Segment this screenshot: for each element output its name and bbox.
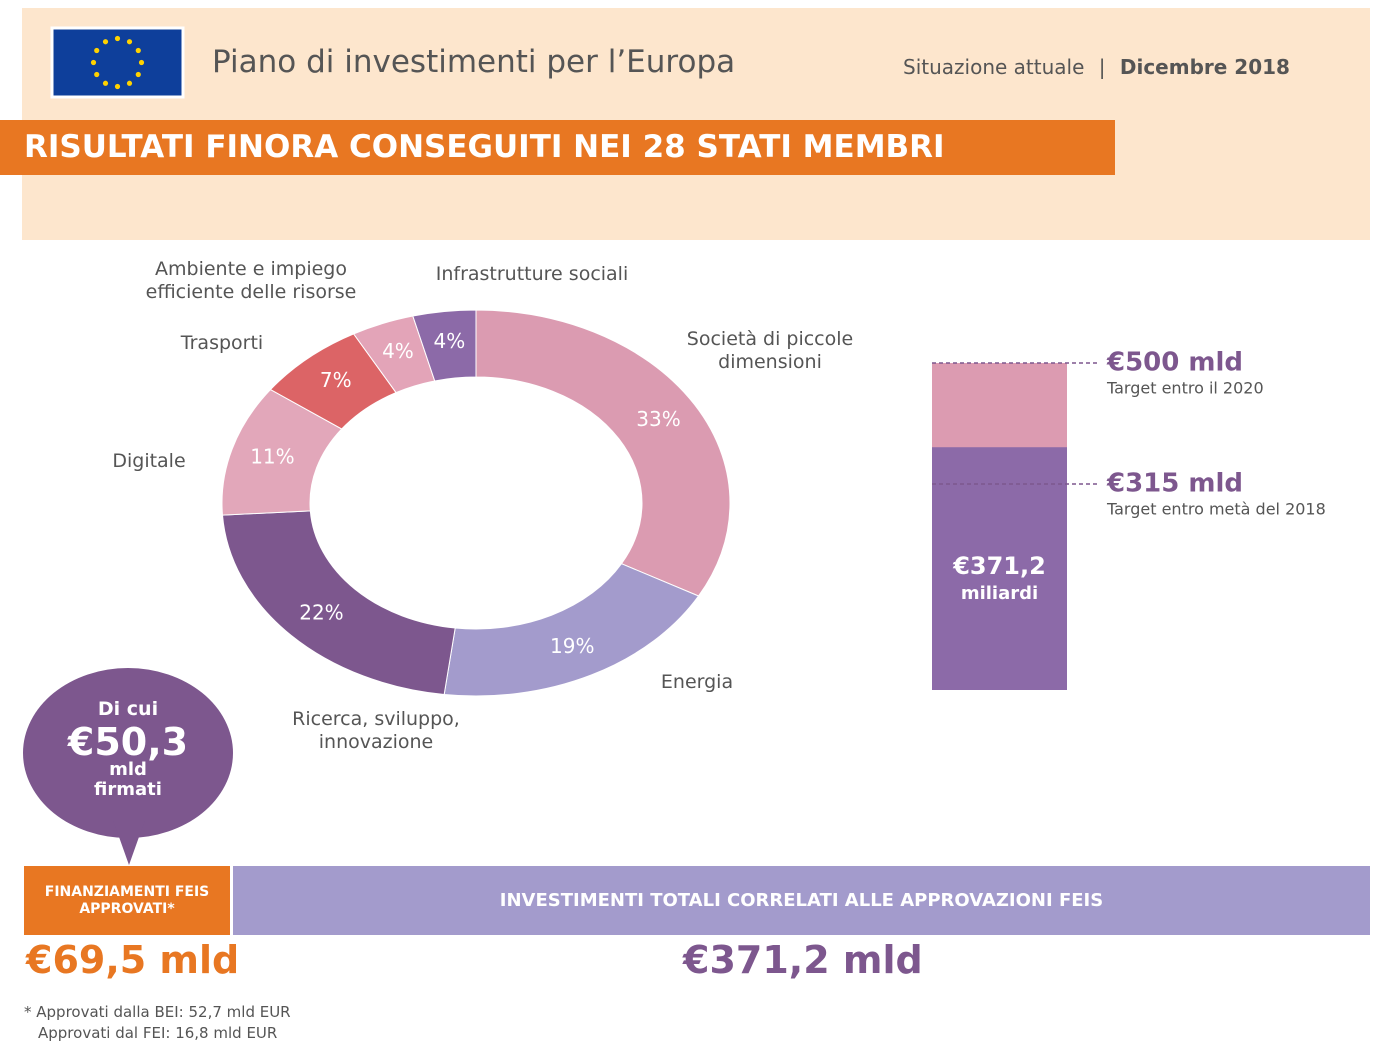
category-label: Società di piccole dimensioni bbox=[686, 328, 854, 373]
star bbox=[94, 71, 100, 78]
category-label: Energia bbox=[660, 671, 734, 693]
star bbox=[114, 35, 121, 42]
banner: RISULTATI FINORA CONSEGUITI NEI 28 STATI… bbox=[0, 120, 1115, 175]
category-label: Ambiente e impiego efficiente delle riso… bbox=[145, 258, 357, 303]
donut-segment bbox=[412, 309, 477, 382]
footnote: Approvati dal FEI: 16,8 mld EUR bbox=[38, 1024, 278, 1042]
feis-value: €69,5 mld bbox=[26, 938, 240, 982]
header-status: Situazione attuale | Dicembre 2018 bbox=[903, 55, 1290, 79]
unit-label: miliardi bbox=[961, 583, 1038, 604]
star bbox=[138, 59, 145, 66]
value-label: 33% bbox=[636, 407, 680, 431]
bar bbox=[932, 447, 1067, 690]
target-label: €500 mld bbox=[1106, 348, 1243, 378]
target-note: Target entro metà del 2018 bbox=[1106, 499, 1326, 518]
category-label: Infrastrutture sociali bbox=[435, 263, 629, 285]
star bbox=[126, 80, 133, 86]
footnote: * Approvati dalla BEI: 52,7 mld EUR bbox=[24, 1003, 291, 1021]
value-label: 4% bbox=[434, 329, 466, 353]
target-note: Target entro il 2020 bbox=[1106, 379, 1264, 398]
header-title: Piano di investimenti per l’Europa bbox=[212, 44, 736, 80]
value-label: 19% bbox=[550, 634, 594, 658]
feis-label: FINANZIAMENTI FEIS APPROVATI* bbox=[24, 866, 230, 935]
date: Dicembre 2018 bbox=[1119, 55, 1290, 79]
value-label: €371,2 bbox=[952, 552, 1046, 580]
total-value: €371,2 mld bbox=[683, 938, 923, 982]
status: Situazione attuale bbox=[903, 55, 1085, 79]
bubble-amount: €50,3 bbox=[67, 720, 189, 764]
value-label: 4% bbox=[382, 339, 414, 363]
star bbox=[135, 71, 141, 78]
star bbox=[102, 39, 109, 45]
star bbox=[135, 47, 141, 54]
bubble-lead: Di cui bbox=[97, 698, 159, 720]
star bbox=[94, 47, 100, 54]
total-label: INVESTIMENTI TOTALI CORRELATI ALLE APPRO… bbox=[233, 866, 1370, 935]
value-label: 22% bbox=[299, 600, 343, 624]
donut-segment bbox=[475, 309, 731, 597]
flag-stars bbox=[90, 35, 145, 90]
bubble-unit: mld bbox=[109, 759, 147, 780]
bubble bbox=[23, 668, 233, 838]
bubble-text: Di cui €50,3 mld firmati bbox=[23, 700, 233, 799]
value-label: 11% bbox=[250, 444, 294, 468]
value-label: 7% bbox=[320, 368, 352, 392]
star bbox=[90, 59, 97, 66]
target-label: €315 mld bbox=[1106, 468, 1243, 498]
separator: | bbox=[1098, 55, 1106, 79]
category-label: Trasporti bbox=[180, 332, 264, 354]
donut-segment bbox=[221, 510, 456, 696]
star bbox=[102, 80, 109, 86]
bubble-pointer bbox=[113, 820, 145, 865]
star bbox=[126, 39, 133, 45]
category-label: Digitale bbox=[112, 450, 186, 472]
star bbox=[114, 83, 121, 90]
bubble-note: firmati bbox=[94, 779, 162, 800]
category-label: Ricerca, sviluppo, innovazione bbox=[292, 708, 460, 753]
